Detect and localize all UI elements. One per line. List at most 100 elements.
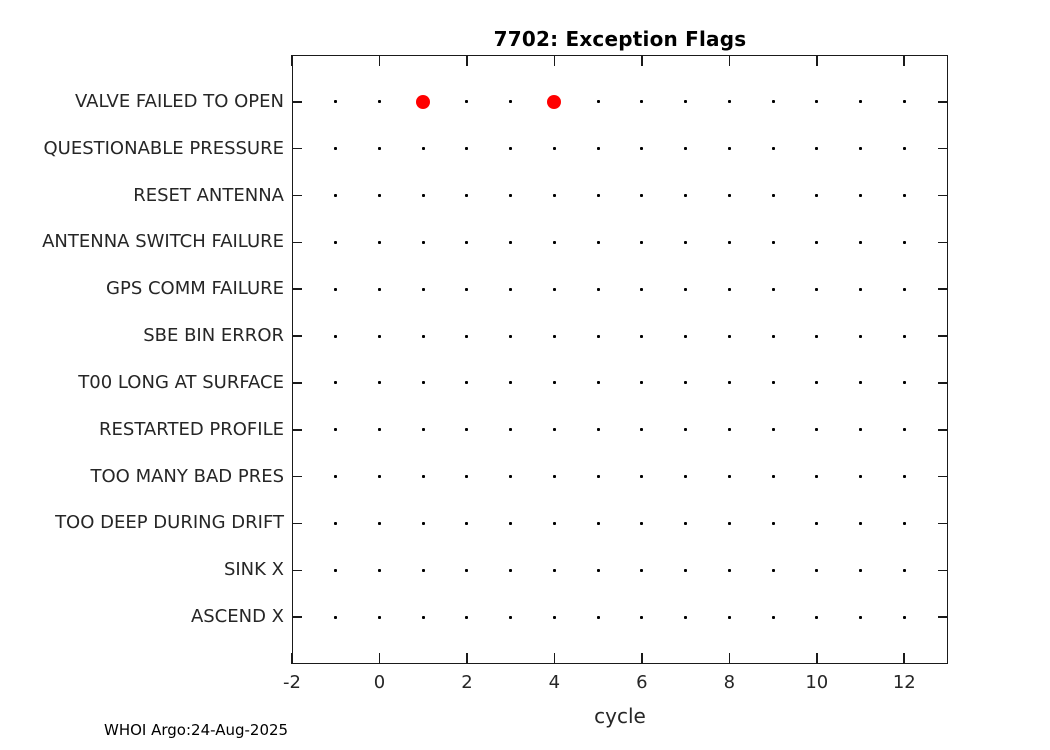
grid-dot xyxy=(377,287,381,291)
x-tick-label: 10 xyxy=(805,672,829,693)
grid-dot xyxy=(902,615,906,619)
x-tick-top xyxy=(291,55,293,66)
grid-dot xyxy=(465,615,469,619)
grid-dot xyxy=(859,194,863,198)
grid-dot xyxy=(859,475,863,479)
x-tick-top xyxy=(553,55,556,66)
y-tick-right xyxy=(938,382,948,384)
x-tick-label: 6 xyxy=(636,672,648,693)
grid-dot xyxy=(640,194,644,198)
grid-dot xyxy=(815,615,819,619)
y-tick-left xyxy=(292,101,302,103)
grid-dot xyxy=(465,568,469,572)
grid-dot xyxy=(509,521,513,525)
y-tick-left xyxy=(292,194,302,197)
grid-dot xyxy=(596,334,600,338)
grid-dot xyxy=(377,521,381,525)
x-tick-bottom xyxy=(291,653,293,664)
x-tick-label: 2 xyxy=(461,672,473,693)
grid-dot xyxy=(727,475,731,479)
grid-dot xyxy=(640,334,644,338)
grid-dot xyxy=(596,615,600,619)
grid-dot xyxy=(421,194,425,198)
grid-dot xyxy=(640,475,644,479)
y-tick-right xyxy=(938,101,948,103)
y-category-label: GPS COMM FAILURE xyxy=(106,278,284,300)
grid-dot xyxy=(509,615,513,619)
y-tick-right xyxy=(938,569,948,572)
grid-dot xyxy=(771,568,775,572)
grid-dot xyxy=(859,568,863,572)
grid-dot xyxy=(465,334,469,338)
chart-title: 7702: Exception Flags xyxy=(493,27,747,51)
grid-dot xyxy=(727,568,731,572)
event-marker xyxy=(416,94,431,109)
grid-dot xyxy=(334,147,338,151)
y-tick-right xyxy=(938,241,948,244)
grid-dot xyxy=(334,240,338,244)
grid-dot xyxy=(377,240,381,244)
grid-dot xyxy=(596,240,600,244)
grid-dot xyxy=(727,100,731,104)
y-tick-left xyxy=(292,147,302,150)
grid-dot xyxy=(552,147,556,151)
grid-dot xyxy=(815,381,819,385)
grid-dot xyxy=(334,194,338,198)
grid-dot xyxy=(377,194,381,198)
grid-dot xyxy=(902,381,906,385)
grid-dot xyxy=(552,287,556,291)
footer-annotation: WHOI Argo:24-Aug-2025 xyxy=(104,721,289,739)
x-tick-bottom xyxy=(903,653,906,664)
x-tick-top xyxy=(466,55,468,66)
grid-dot xyxy=(596,100,600,104)
y-tick-left xyxy=(292,522,302,525)
grid-dot xyxy=(727,521,731,525)
grid-dot xyxy=(334,287,338,291)
plot-area xyxy=(292,55,948,664)
grid-dot xyxy=(552,568,556,572)
grid-dot xyxy=(727,381,731,385)
x-tick-label: -2 xyxy=(283,672,301,693)
grid-dot xyxy=(684,287,688,291)
y-category-label: RESTARTED PROFILE xyxy=(99,418,284,440)
x-tick-bottom xyxy=(816,653,818,664)
grid-dot xyxy=(465,287,469,291)
grid-dot xyxy=(640,521,644,525)
y-category-label: ANTENNA SWITCH FAILURE xyxy=(42,231,284,253)
y-category-label: QUESTIONABLE PRESSURE xyxy=(43,137,284,159)
x-tick-top xyxy=(903,55,906,66)
grid-dot xyxy=(815,194,819,198)
grid-dot xyxy=(421,240,425,244)
grid-dot xyxy=(684,475,688,479)
grid-dot xyxy=(771,100,775,104)
y-tick-left xyxy=(292,569,302,572)
grid-dot xyxy=(771,334,775,338)
grid-dot xyxy=(596,147,600,151)
x-tick-bottom xyxy=(553,653,556,664)
grid-dot xyxy=(465,240,469,244)
grid-dot xyxy=(377,334,381,338)
grid-dot xyxy=(771,287,775,291)
grid-dot xyxy=(684,428,688,432)
x-axis-label: cycle xyxy=(594,704,646,728)
grid-dot xyxy=(684,615,688,619)
y-tick-right xyxy=(938,335,948,337)
grid-dot xyxy=(684,568,688,572)
grid-dot xyxy=(902,521,906,525)
grid-dot xyxy=(377,381,381,385)
grid-dot xyxy=(421,615,425,619)
grid-dot xyxy=(727,428,731,432)
grid-dot xyxy=(684,521,688,525)
event-marker xyxy=(547,94,562,109)
x-tick-top xyxy=(728,55,731,66)
grid-dot xyxy=(596,381,600,385)
grid-dot xyxy=(552,475,556,479)
grid-dot xyxy=(640,287,644,291)
grid-dot xyxy=(815,428,819,432)
y-tick-right xyxy=(938,428,948,431)
grid-dot xyxy=(421,381,425,385)
grid-dot xyxy=(640,240,644,244)
grid-dot xyxy=(552,194,556,198)
y-tick-left xyxy=(292,288,302,291)
